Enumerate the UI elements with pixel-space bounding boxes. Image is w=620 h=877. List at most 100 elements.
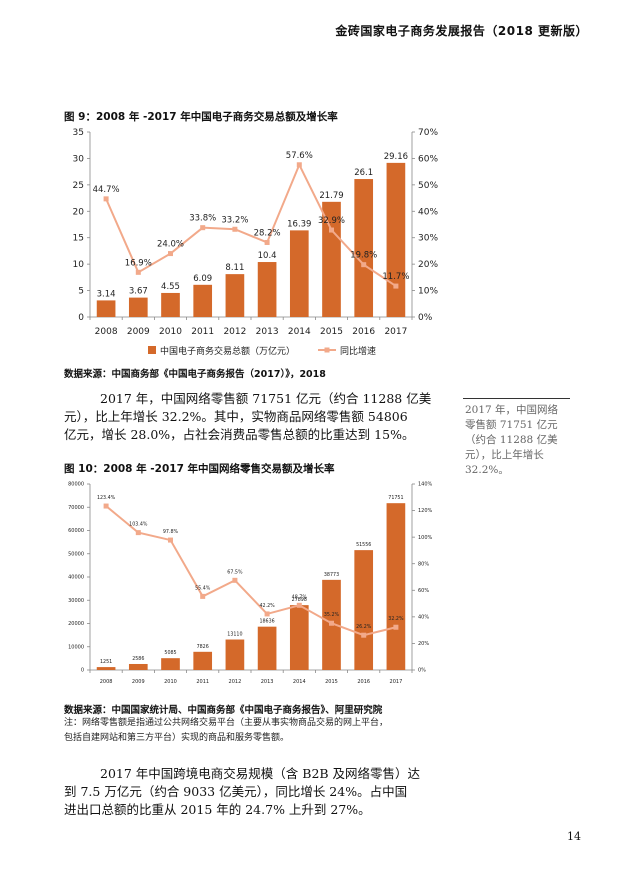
paragraph-2-line-2: 到 7.5 万亿元（约合 9033 亿美元），同比增长 24%。占中国 bbox=[64, 784, 408, 799]
growth-point bbox=[200, 593, 206, 599]
x-tick-label: 2011 bbox=[196, 679, 209, 685]
legend-line-label: 同比增速 bbox=[340, 345, 376, 357]
growth-point bbox=[135, 269, 141, 275]
y-tick-label-right: 80% bbox=[418, 561, 429, 567]
x-tick-label: 2009 bbox=[132, 679, 145, 685]
bar bbox=[289, 605, 309, 670]
sidebar-line: 2017 年，中国网络 bbox=[465, 404, 559, 416]
x-tick-label: 2013 bbox=[256, 327, 279, 337]
y-tick-label-right: 30% bbox=[418, 234, 438, 244]
growth-point bbox=[168, 537, 173, 543]
bar-value-label: 51556 bbox=[356, 542, 371, 548]
y-tick-label-left: 35 bbox=[73, 128, 84, 138]
y-tick-label-right: 20% bbox=[418, 260, 438, 270]
bar bbox=[128, 663, 148, 670]
bar bbox=[161, 658, 180, 670]
growth-point bbox=[264, 611, 270, 617]
growth-point bbox=[393, 283, 399, 289]
growth-value-label: 44.7% bbox=[93, 185, 120, 195]
bar-value-label: 1251 bbox=[100, 659, 112, 665]
chart-ecommerce-total: 0 5 10 15 20 25 30 35 0% 10% 20% 30% 40% 50% 60% 70% 200… bbox=[73, 128, 439, 357]
x-tick-label: 2012 bbox=[229, 679, 242, 685]
growth-point bbox=[393, 624, 399, 630]
y-tick-label-right: 40% bbox=[418, 207, 438, 217]
y-tick-label-left: 10000 bbox=[68, 644, 84, 650]
bar-value-label: 13110 bbox=[227, 632, 242, 638]
growth-value-label: 24.0% bbox=[157, 240, 184, 250]
bar bbox=[257, 262, 277, 317]
y-tick-label-left: 10 bbox=[73, 260, 85, 270]
growth-point bbox=[200, 225, 206, 231]
paragraph-2-line-1: 2017 年中国跨境电商交易规模（含 B2B 及网络零售）达 bbox=[100, 766, 421, 781]
growth-value-label: 67.5% bbox=[227, 569, 243, 575]
bar-value-label: 29.16 bbox=[384, 152, 408, 162]
x-tick-label: 2016 bbox=[357, 679, 370, 685]
y-tick-label-left: 70000 bbox=[68, 505, 84, 511]
growth-value-label: 35.2% bbox=[324, 612, 340, 618]
y-tick-label-right: 140% bbox=[418, 482, 433, 488]
growth-value-label: 16.9% bbox=[125, 258, 152, 268]
x-tick-label: 2013 bbox=[261, 679, 274, 685]
y-tick-label-left: 40000 bbox=[68, 575, 84, 581]
y-tick-label-left: 0 bbox=[81, 668, 84, 674]
x-tick-label: 2011 bbox=[191, 327, 214, 337]
growth-point bbox=[168, 251, 173, 257]
figure-9-source: 数据来源：中国商务部《中国电子商务报告（2017）》，2018 bbox=[64, 369, 326, 380]
x-tick-label: 2014 bbox=[293, 679, 306, 685]
growth-point bbox=[329, 227, 334, 233]
bar bbox=[225, 274, 245, 317]
x-tick-label: 2012 bbox=[223, 327, 246, 337]
y-tick-label-left: 25 bbox=[73, 181, 84, 191]
y-tick-label-left: 50000 bbox=[68, 551, 84, 557]
bar bbox=[128, 297, 148, 317]
y-tick-label-left: 20 bbox=[73, 207, 85, 217]
chart-axes: 0 5 10 15 20 25 30 35 0% 10% 20% 30% 40% 50% 60% 70% 200… bbox=[73, 128, 439, 337]
chart-axes: 0 10000 20000 30000 40000 50000 60000 70000 8000… bbox=[68, 482, 432, 685]
bar-value-label: 21.79 bbox=[319, 191, 343, 201]
bar-value-label: 7826 bbox=[197, 644, 209, 650]
bar bbox=[96, 300, 116, 317]
figure-10-source: 数据来源：中国国家统计局、中国商务部《中国电子商务报告》、阿里研究院 bbox=[64, 705, 383, 716]
note-line: 注：网络零售额是指通过公共网络交易平台（主要从事实物商品交易的网上平台， bbox=[64, 718, 389, 728]
y-tick-label-left: 80000 bbox=[68, 482, 84, 488]
y-tick-label-right: 20% bbox=[418, 641, 429, 647]
x-tick-label: 2009 bbox=[127, 327, 150, 337]
x-tick-label: 2017 bbox=[384, 327, 407, 337]
x-tick-label: 2008 bbox=[100, 679, 113, 685]
bar-value-label: 16.39 bbox=[287, 219, 311, 229]
bar-value-label: 3.14 bbox=[97, 289, 116, 299]
paragraph-1-line-1: 2017 年，中国网络零售额 71751 亿元（约合 11288 亿美 bbox=[100, 391, 432, 406]
growth-value-label: 19.8% bbox=[350, 251, 377, 261]
growth-value-label: 11.7% bbox=[382, 272, 409, 282]
x-tick-label: 2008 bbox=[95, 327, 118, 337]
sidebar-quote: 2017 年，中国网络 零售额 71751 亿元 （约合 11288 亿美 元）… bbox=[465, 403, 558, 478]
growth-point bbox=[296, 162, 302, 168]
bar bbox=[161, 292, 180, 317]
growth-value-label: 97.8% bbox=[163, 529, 179, 535]
bar bbox=[96, 667, 116, 670]
x-tick-label: 2010 bbox=[159, 327, 182, 337]
y-tick-label-left: 15 bbox=[73, 234, 84, 244]
growth-value-label: 123.4% bbox=[97, 495, 116, 501]
figure-10-note: 注：网络零售额是指通过公共网络交易平台（主要从事实物商品交易的网上平台， 包括自… bbox=[64, 716, 388, 746]
growth-value-label: 33.2% bbox=[221, 215, 248, 225]
y-tick-label-left: 5 bbox=[78, 287, 84, 297]
bar bbox=[354, 179, 374, 317]
chart-line: 44.7% 16.9% 24.0% 33.8% 33.2% 28.2% 57.6% 32.9%… bbox=[93, 151, 409, 289]
growth-value-label: 103.4% bbox=[129, 522, 148, 528]
bar-value-label: 2586 bbox=[132, 656, 144, 662]
note-line: 包括自建网站和第三方平台）实现的商品和服务零售额。 bbox=[64, 733, 290, 743]
growth-value-label: 48.7% bbox=[292, 594, 308, 600]
growth-value-label: 42.2% bbox=[259, 603, 275, 609]
y-tick-label-right: 0% bbox=[418, 668, 426, 674]
growth-point bbox=[103, 503, 109, 509]
chart-online-retail: 0 10000 20000 30000 40000 50000 60000 70000 8000… bbox=[68, 482, 432, 685]
figure-9-title: 图 9：2008 年 -2017 年中国电子商务交易总额及增长率 bbox=[64, 111, 338, 123]
x-tick-label: 2015 bbox=[325, 679, 338, 685]
growth-line bbox=[105, 162, 397, 287]
bar-value-label: 27898 bbox=[292, 597, 307, 603]
paragraph-2-line-3: 进出口总额的比重从 2015 年的 24.7% 上升到 27%。 bbox=[64, 802, 371, 817]
growth-point bbox=[296, 602, 302, 608]
growth-point bbox=[103, 196, 109, 202]
growth-value-label: 57.6% bbox=[286, 151, 313, 161]
